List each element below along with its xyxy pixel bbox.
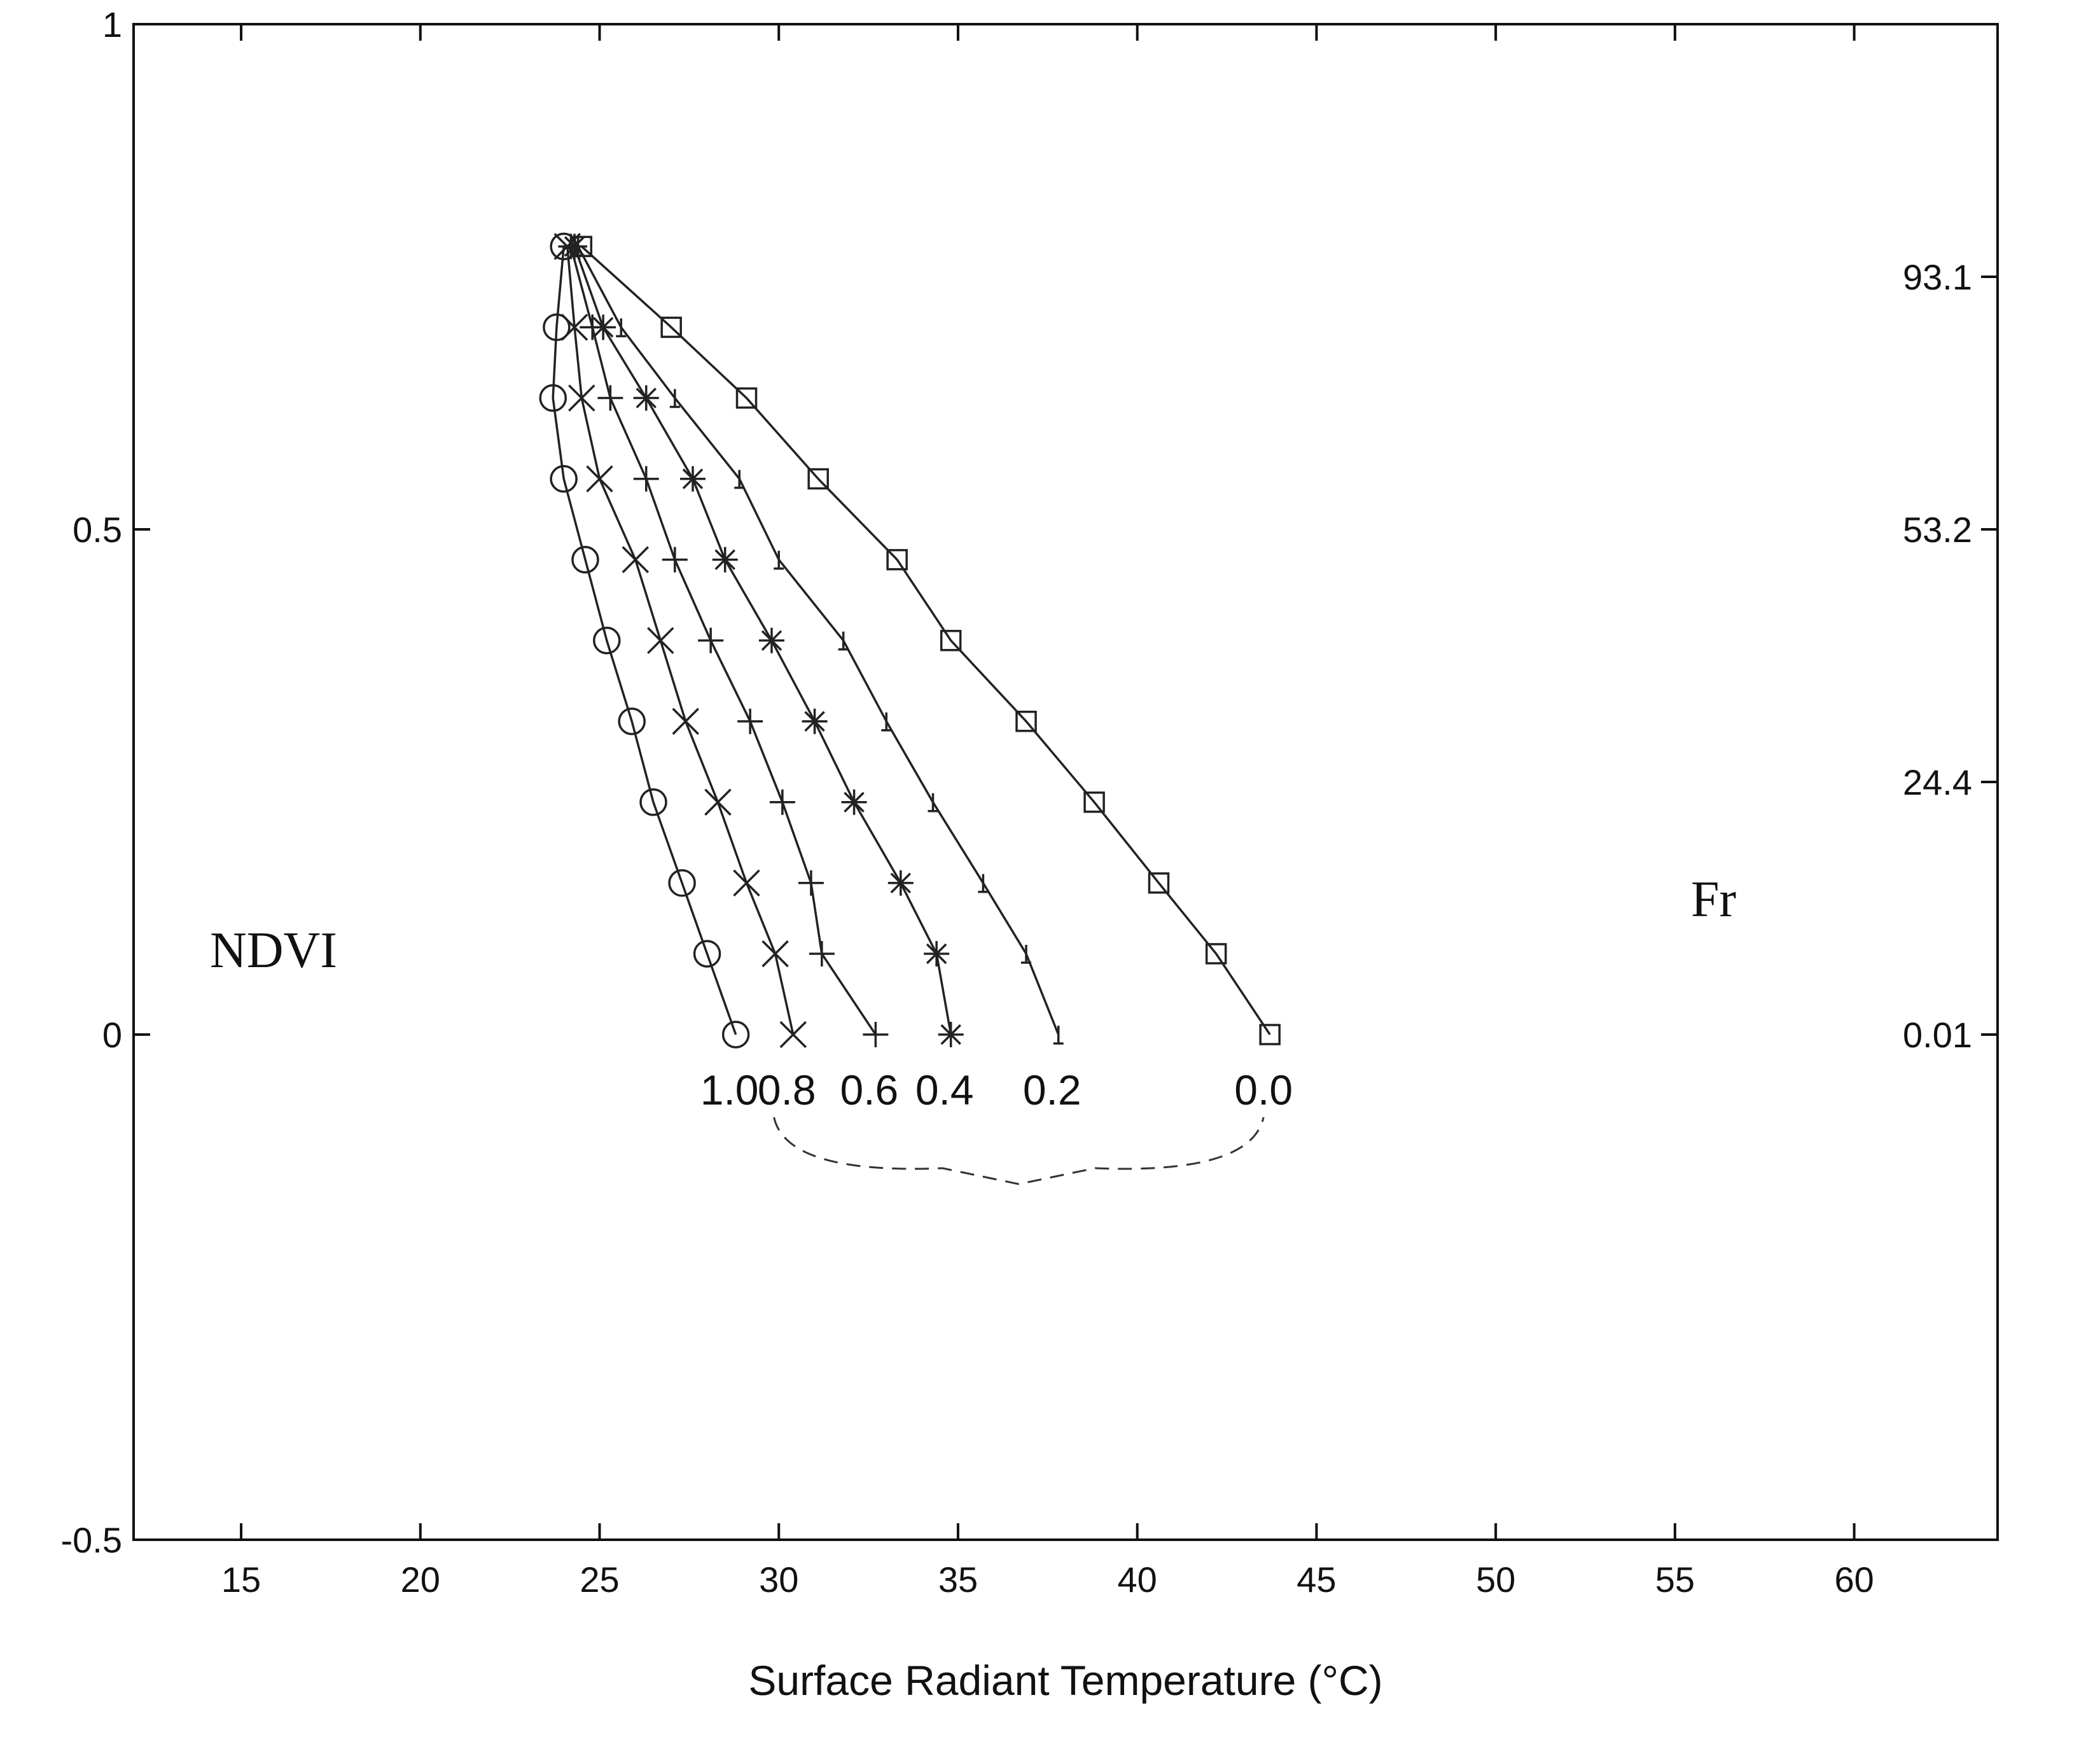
series-fr-0.2-marker (1053, 1026, 1064, 1045)
series-fr-0.4-marker (758, 627, 784, 653)
series-fr-0.4-marker (590, 314, 616, 340)
series-fr-1.0-marker (693, 940, 721, 968)
fr-tick-label: 24.4 (1903, 762, 1972, 802)
series-fr-0.8-marker (704, 788, 732, 816)
series-fr-0.2-marker (928, 793, 938, 813)
series-fr-0.4-marker (680, 466, 706, 492)
series-markers (539, 232, 1281, 1049)
x-tick-label: 15 (221, 1559, 261, 1600)
isoline-label-fr-0.6: 0.6 (840, 1066, 898, 1113)
x-tick-label: 25 (580, 1559, 619, 1600)
series-fr-0.6-marker (597, 385, 623, 411)
series-fr-0.2-marker (774, 550, 784, 570)
series-fr-0.4-marker (802, 708, 828, 734)
series-fr-0.6-marker (798, 870, 824, 896)
y-tick-label: -0.5 (61, 1520, 123, 1560)
series-fr-0.0-marker (571, 235, 593, 258)
series-fr-0.4-marker (938, 1022, 964, 1047)
series-fr-0.0-marker (1148, 872, 1170, 894)
series-fr-0.8-marker (560, 314, 588, 341)
x-tick-label: 45 (1297, 1559, 1336, 1600)
series-fr-1.0-marker (571, 545, 599, 574)
series-fr-0.2-marker (978, 874, 989, 893)
series-fr-1.0-marker (668, 869, 696, 897)
isoline-label-fr-0.2: 0.2 (1023, 1066, 1081, 1113)
right-axis-title: Fr (1691, 872, 1736, 928)
series-fr-0.0-marker (807, 468, 829, 490)
series-fr-0.2-marker (1021, 944, 1032, 964)
fr-isoline-brace (773, 1117, 1265, 1185)
series-fr-0.6-marker (662, 547, 688, 573)
x-tick-label: 60 (1834, 1559, 1874, 1600)
isoline-labels: 1.00.8 0.6 0.4 0.2 0.0 (700, 1066, 1293, 1113)
series-fr-0.2-marker (838, 631, 849, 651)
series-fr-0.0-marker (940, 629, 962, 652)
series-fr-0.4-marker (841, 789, 867, 815)
series-fr-0.0-marker (1259, 1024, 1281, 1045)
series-line-fr-1.0 (552, 246, 737, 1035)
series-fr-1.0-marker (618, 707, 646, 736)
series-fr-0.8-marker (568, 384, 595, 412)
series-fr-0.0-marker (1205, 943, 1227, 965)
series-fr-0.0-marker (1083, 792, 1105, 813)
isoline-label-fr-1.0: 1.0 (700, 1066, 759, 1113)
series-fr-0.4-marker (924, 940, 950, 966)
series-line-fr-0.0 (581, 246, 1271, 1035)
isoline-label-fr-0.8: 0.8 (758, 1066, 816, 1113)
series-fr-0.0-marker (735, 387, 758, 409)
series-fr-0.8-marker (586, 465, 613, 492)
x-tick-label: 40 (1118, 1559, 1157, 1600)
series-fr-0.0-marker (1015, 710, 1037, 732)
y-tick-label: 0.5 (73, 510, 122, 550)
series-fr-1.0-marker (593, 626, 621, 655)
series-fr-0.2-marker (669, 389, 680, 408)
x-tick-label: 55 (1655, 1559, 1695, 1600)
series-fr-0.8-marker (761, 940, 789, 968)
isoline-label-fr-0.0: 0.0 (1234, 1066, 1293, 1113)
x-tick-label: 20 (401, 1559, 440, 1600)
series-fr-0.8-marker (733, 869, 760, 897)
series-fr-0.4-marker (887, 870, 914, 896)
series-fr-0.4-marker (712, 547, 738, 573)
series-fr-0.4-marker (633, 385, 659, 411)
series-fr-0.8-marker (672, 708, 699, 735)
y-axis-title: NDVI (210, 923, 337, 979)
series-fr-1.0-marker (543, 313, 571, 342)
fr-tick-label: 93.1 (1903, 257, 1972, 297)
series-fr-0.8-marker (779, 1021, 807, 1049)
x-tick-label: 30 (759, 1559, 798, 1600)
series-fr-0.0-marker (660, 316, 682, 338)
isoline-label-fr-0.4: 0.4 (915, 1066, 974, 1113)
series-fr-0.2-marker (616, 318, 627, 338)
x-tick-label: 35 (938, 1559, 978, 1600)
fr-tick-label: 0.01 (1903, 1015, 1972, 1055)
series-fr-0.6-marker (769, 789, 795, 815)
fr-tick-label: 53.2 (1903, 510, 1972, 550)
series-fr-1.0-marker (721, 1021, 750, 1049)
y-tick-label: 0 (102, 1015, 122, 1055)
series-fr-0.6-marker (737, 708, 763, 734)
series-fr-1.0-marker (550, 464, 578, 493)
series-fr-0.2-marker (881, 712, 892, 732)
plot-frame (132, 23, 1999, 1541)
series-fr-0.6-marker (863, 1022, 889, 1047)
series-fr-0.6-marker (633, 466, 659, 492)
axis-tick-labels: 15 20 25 30 35 40 45 50 55 60 -0.5 0 0.5 1 93.1 53.2 24.… (61, 4, 1973, 1600)
series-fr-0.0-marker (886, 548, 908, 571)
x-axis-title: Surface Radiant Temperature (°C) (748, 1657, 1382, 1704)
series-fr-1.0-marker (639, 788, 667, 816)
series-line-fr-0.2 (577, 246, 1060, 1035)
axis-ticks (134, 23, 1998, 1541)
series-fr-0.6-marker (809, 940, 835, 966)
x-tick-label: 50 (1476, 1559, 1515, 1600)
series-fr-0.8-marker (622, 546, 650, 573)
series-fr-1.0-marker (539, 384, 567, 412)
series-fr-0.8-marker (647, 627, 674, 654)
series-fr-0.2-marker (734, 470, 745, 489)
series-fr-0.4-marker (562, 234, 588, 260)
y-tick-label: 1 (102, 4, 122, 45)
series-fr-0.6-marker (698, 627, 724, 653)
